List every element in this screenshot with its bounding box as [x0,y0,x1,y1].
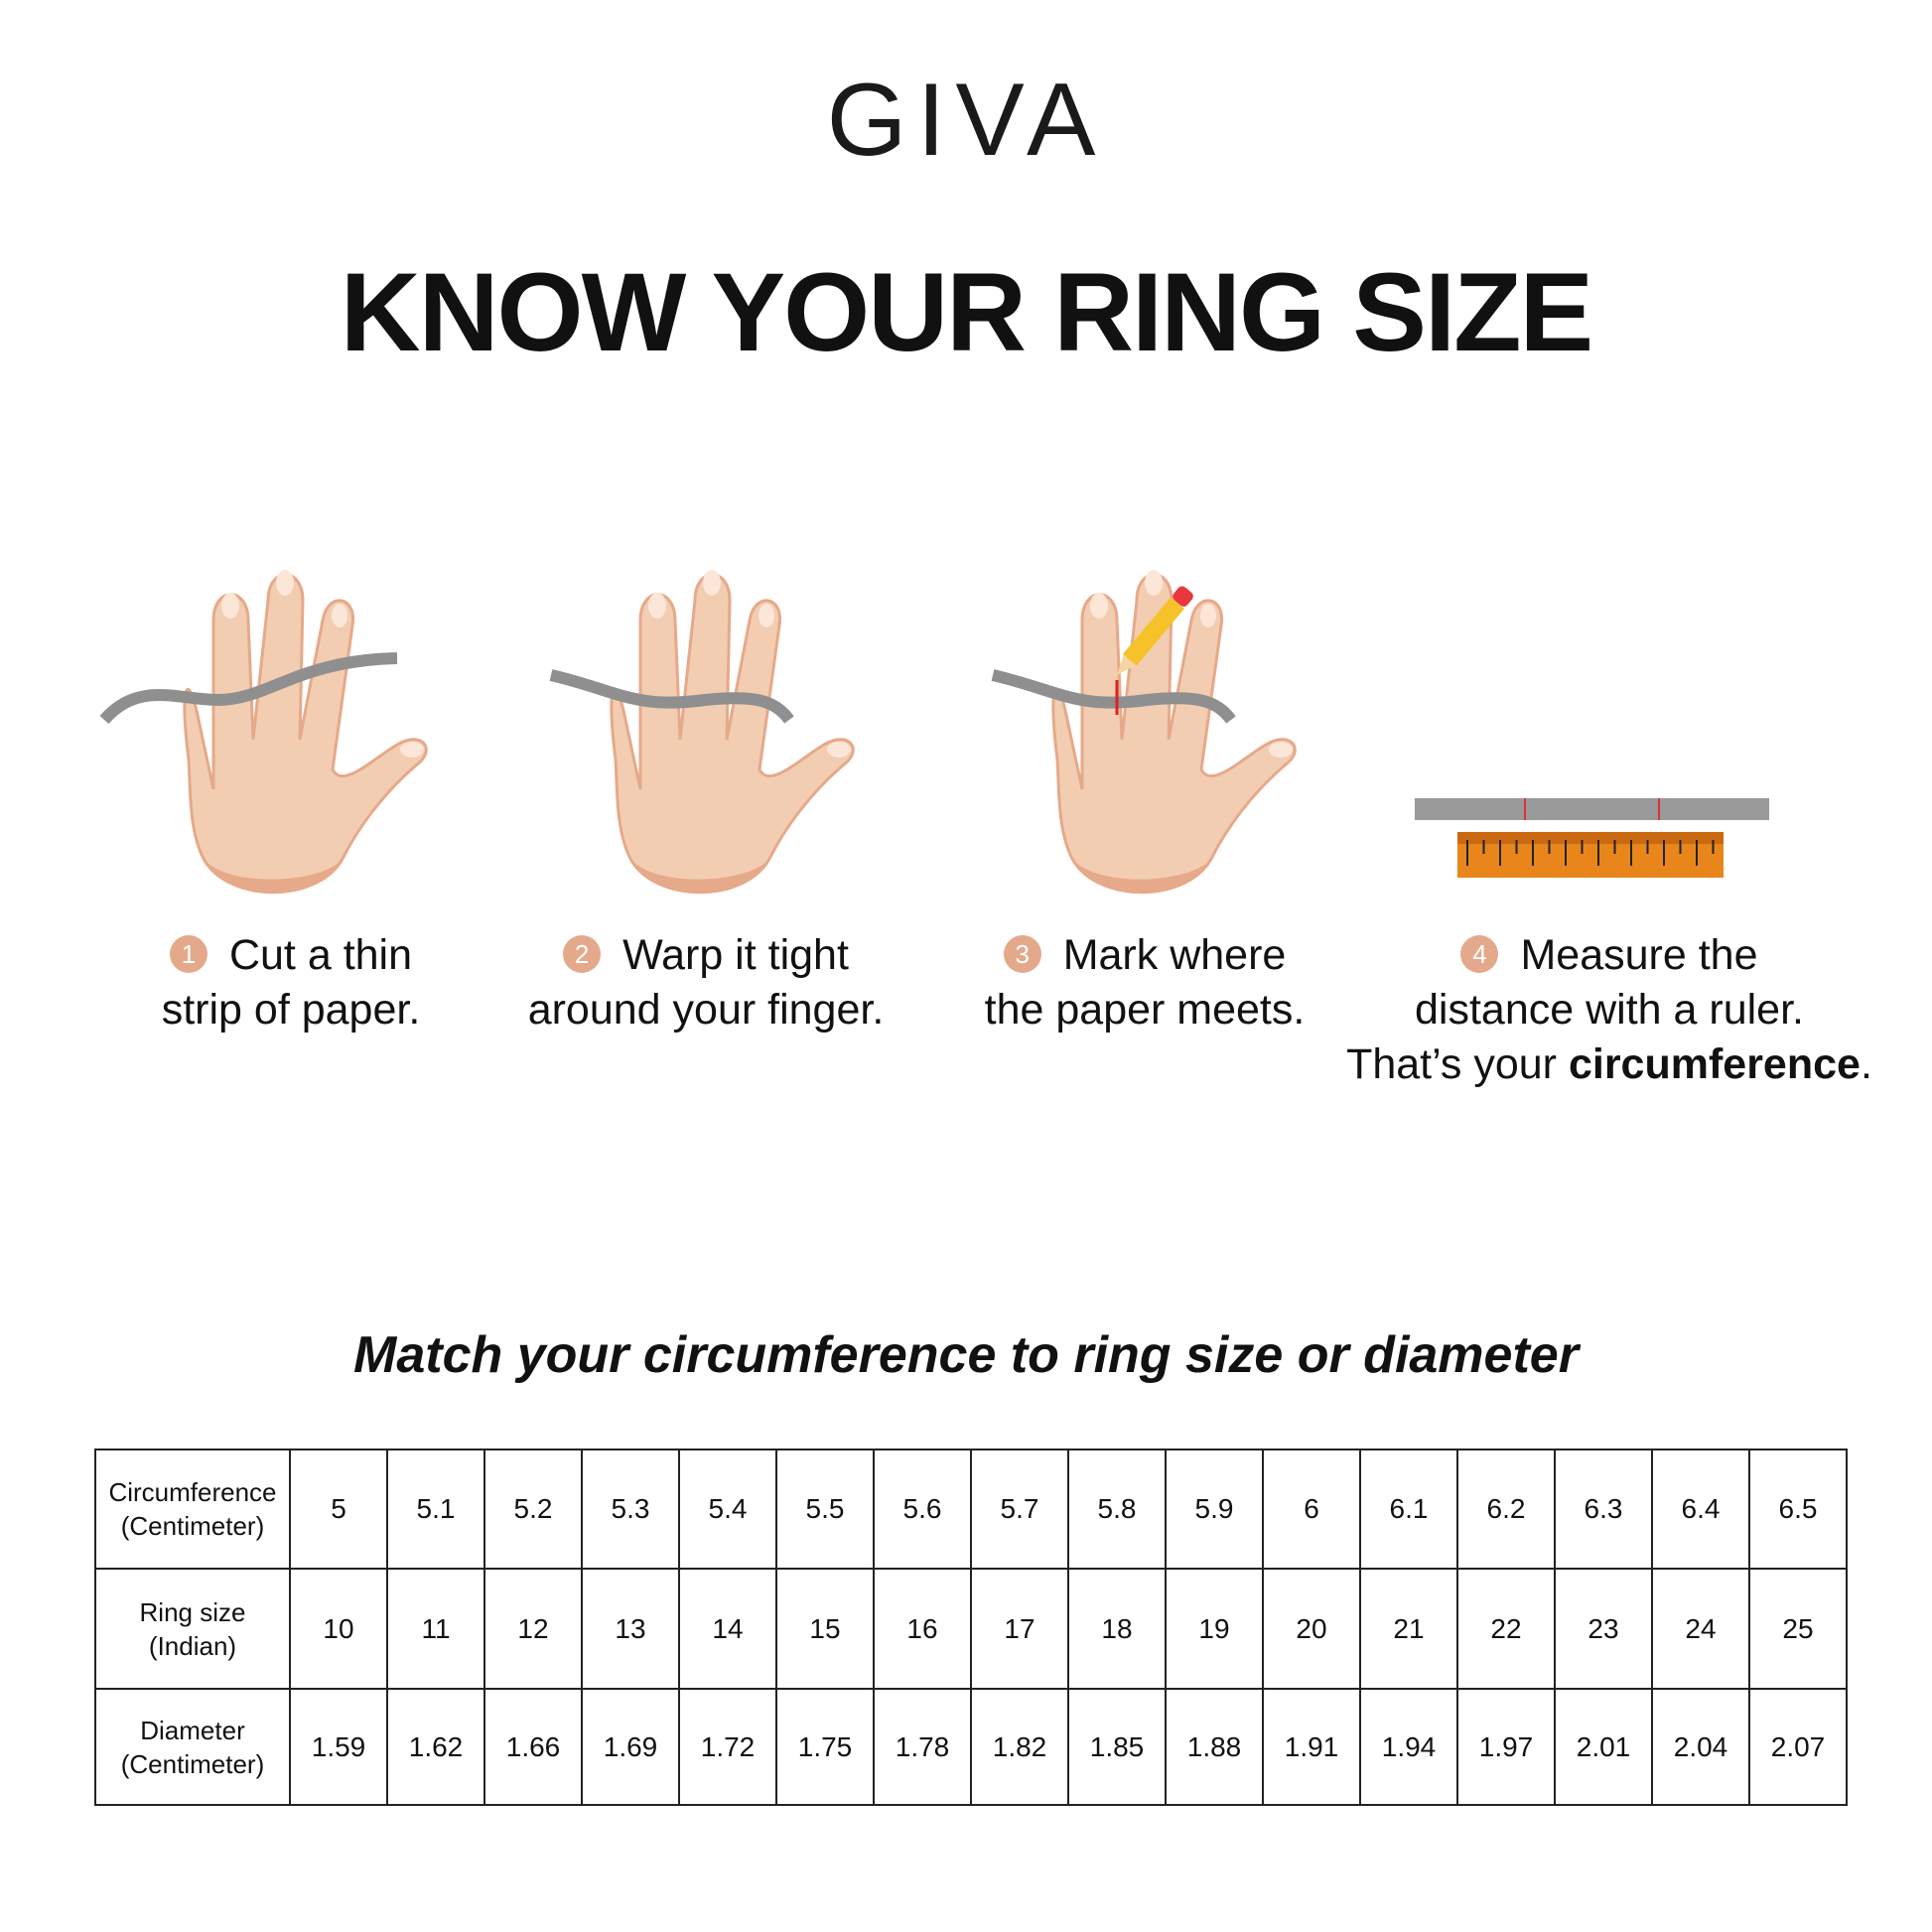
table-cell: 25 [1748,1568,1848,1690]
table-cell: 5.4 [678,1449,777,1570]
row-header: Ring size (Indian) [94,1568,291,1690]
row-header-label: Ring size [139,1596,246,1627]
step-number-badge: 1 [169,935,207,973]
table-cell: 6.5 [1748,1449,1848,1570]
hand-paper-strip-illustration [99,568,428,895]
table-row: Circumference (Centimeter) 5 5.1 5.2 5.3 5.4 5.… [94,1449,1848,1570]
step-text: That’s your [1346,1040,1569,1088]
circumference-emphasis: circumference [1568,1040,1861,1088]
table-cell: 16 [873,1568,972,1690]
row-header-label: Diameter [140,1715,245,1745]
table-cell: 6.1 [1359,1449,1458,1570]
table-cell: 1.66 [483,1688,583,1806]
table-cell: 17 [970,1568,1069,1690]
table-cell: 5.6 [873,1449,972,1570]
table-cell: 5.5 [775,1449,875,1570]
table-cell: 1.97 [1456,1688,1556,1806]
table-cell: 12 [483,1568,583,1690]
hand-wrap-illustration [549,568,855,895]
table-cell: 22 [1456,1568,1556,1690]
row-header-label: Circumference [108,1477,277,1507]
table-cell: 20 [1262,1568,1361,1690]
table-cell: 21 [1359,1568,1458,1690]
table-cell: 5.3 [581,1449,680,1570]
table-row: Ring size (Indian) 10 11 12 13 14 15 16 17 18 19 20 2… [94,1568,1848,1690]
table-cell: 2.01 [1554,1688,1653,1806]
table-cell: 2.07 [1748,1688,1848,1806]
table-cell: 11 [386,1568,485,1690]
table-cell: 18 [1067,1568,1167,1690]
row-header: Circumference (Centimeter) [94,1449,291,1570]
row-header-unit: (Centimeter) [120,1748,265,1779]
step-text: Cut a thin [228,931,413,979]
table-cell: 19 [1165,1568,1264,1690]
table-cell: 14 [678,1568,777,1690]
table-cell: 1.94 [1359,1688,1458,1806]
table-cell: 1.72 [678,1688,777,1806]
hand-mark-illustration [991,568,1297,895]
step-text: around your finger. [527,986,885,1034]
table-cell: 6 [1262,1449,1361,1570]
giva-logo: GIVA [826,63,1106,178]
step-text: strip of paper. [161,986,421,1034]
page-title: KNOW YOUR RING SIZE [340,250,1593,374]
ruler-icon [1457,832,1724,878]
table-cell: 23 [1554,1568,1653,1690]
ring-size-table: Circumference (Centimeter) 5 5.1 5.2 5.3 5.4 5.… [94,1449,1848,1806]
table-cell: 1.82 [970,1688,1069,1806]
step-number-badge: 3 [1003,935,1041,973]
table-row: Diameter (Centimeter) 1.59 1.62 1.66 1.69 1.72… [94,1688,1848,1806]
table-cell: 6.4 [1651,1449,1750,1570]
step-text: distance with a ruler. [1415,986,1804,1034]
table-cell: 2.04 [1651,1688,1750,1806]
paper-strip-measured [1415,798,1769,820]
paper-strip-icon [99,652,398,725]
step-3: 3 Mark where the paper meets. [916,928,1373,1037]
step-2: 2 Warp it tight around your finger. [478,928,934,1037]
row-header-unit: (Centimeter) [120,1511,265,1541]
table-cell: 24 [1651,1568,1750,1690]
table-cell: 1.75 [775,1688,875,1806]
table-cell: 1.85 [1067,1688,1167,1806]
step-4: 4 Measure the distance with a ruler. That… [1341,928,1877,1092]
table-cell: 5 [289,1449,388,1570]
table-cell: 15 [775,1568,875,1690]
table-cell: 1.59 [289,1688,388,1806]
table-subtitle: Match your circumference to ring size or… [353,1326,1579,1384]
table-cell: 13 [581,1568,680,1690]
table-cell: 5.1 [386,1449,485,1570]
table-cell: 1.91 [1262,1688,1361,1806]
table-cell: 1.69 [581,1688,680,1806]
table-cell: 5.8 [1067,1449,1167,1570]
table-cell: 5.9 [1165,1449,1264,1570]
table-cell: 1.78 [873,1688,972,1806]
step-text: Mark where [1062,931,1287,979]
table-cell: 6.2 [1456,1449,1556,1570]
step-number-badge: 2 [563,935,602,973]
table-cell: 10 [289,1568,388,1690]
row-header: Diameter (Centimeter) [94,1688,291,1806]
paper-strip-icon [549,669,794,724]
table-cell: 1.62 [386,1688,485,1806]
step-text: Measure the [1520,931,1758,979]
table-cell: 5.2 [483,1449,583,1570]
step-1: 1 Cut a thin strip of paper. [63,928,519,1037]
step-number-badge: 4 [1460,935,1499,973]
step-text: the paper meets. [984,986,1306,1034]
step-text: Warp it tight [622,931,849,979]
table-cell: 1.88 [1165,1688,1264,1806]
paper-strip-icon [991,669,1236,724]
row-header-unit: (Indian) [148,1630,237,1661]
table-cell: 6.3 [1554,1449,1653,1570]
pencil-icon [1117,586,1193,675]
table-cell: 5.7 [970,1449,1069,1570]
step-text: . [1860,1040,1872,1088]
